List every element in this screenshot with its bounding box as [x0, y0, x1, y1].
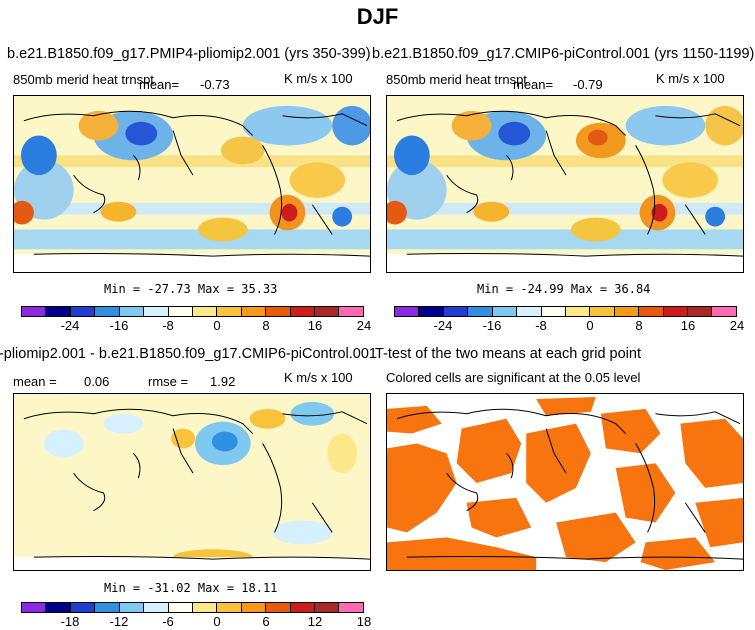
map-panel-bottom-left [13, 393, 371, 571]
mean-label-top-left: mean= [139, 77, 180, 92]
significance-map-bottom-right [387, 394, 743, 570]
colorbar-swatch [22, 307, 47, 316]
colorbar-tick: 0 [213, 318, 221, 333]
units-label-top-right: K m/s x 100 [656, 71, 725, 86]
colorbar-swatch [95, 307, 120, 316]
map-panel-bottom-right [386, 393, 744, 571]
colorbar-swatch [168, 307, 193, 316]
colorbar-swatch [241, 603, 267, 612]
colorbar-top-right [394, 306, 737, 317]
colorbar-swatch [315, 307, 340, 316]
minmax-top-left: Min = -27.73 Max = 35.33 [104, 282, 278, 296]
colorbar-tick: -16 [482, 318, 502, 333]
mean-value-top-right: -0.79 [573, 77, 603, 92]
panel-title-top-right: b.e21.B1850.f09_g17.CMIP6-piControl.001 … [372, 46, 755, 62]
colorbar-tick: 24 [356, 318, 372, 333]
map-field-bottom-left [14, 394, 370, 570]
colorbar-swatch [419, 307, 444, 316]
colorbar-swatch [168, 603, 193, 612]
colorbar-swatch [395, 307, 420, 316]
colorbar-tick: -8 [535, 318, 547, 333]
colorbar-swatch [144, 307, 169, 316]
colorbar-swatch [614, 307, 640, 316]
colorbar-swatch [517, 307, 542, 316]
colorbar-swatch [290, 307, 316, 316]
colorbar-swatch [339, 307, 363, 316]
colorbar-swatch [95, 603, 120, 612]
colorbar-swatch [70, 603, 96, 612]
colorbar-swatch [46, 307, 71, 316]
significance-cells [387, 396, 743, 570]
colorbar-tick: 16 [307, 318, 323, 333]
colorbar-swatch [443, 307, 469, 316]
rmse-label-bottom-left: rmse = [148, 374, 189, 389]
colorbar-tick: -6 [162, 614, 174, 629]
colorbar-swatch [217, 307, 242, 316]
mean-label-top-right: mean= [513, 77, 554, 92]
colorbar-swatch [22, 603, 47, 612]
colorbar-tick: -16 [109, 318, 129, 333]
panel-title-bottom-right: T-test of the two means at each grid poi… [375, 346, 641, 362]
minmax-top-right: Min = -24.99 Max = 36.84 [477, 282, 651, 296]
colorbar-top-left [21, 306, 364, 317]
map-field-top-left [14, 96, 370, 272]
colorbar-swatch [663, 307, 689, 316]
colorbar-swatch [46, 603, 71, 612]
colorbar-swatch [266, 307, 291, 316]
colorbar-swatch [315, 603, 340, 612]
colorbar-tick: -24 [433, 318, 453, 333]
colorbar-bottom-left [21, 602, 364, 613]
colorbar-tick: -8 [162, 318, 174, 333]
colorbar-tick: 24 [729, 318, 745, 333]
panel-subtitle-bottom-right: Colored cells are significant at the 0.0… [386, 370, 641, 385]
colorbar-swatch [119, 603, 145, 612]
variable-label-top-right: 850mb merid heat trnspt [386, 72, 527, 87]
season-title: DJF [356, 4, 399, 29]
colorbar-swatch [541, 307, 566, 316]
colorbar-tick: 16 [680, 318, 696, 333]
colorbar-tick: 0 [213, 614, 221, 629]
colorbar-swatch [639, 307, 664, 316]
mean-value-bottom-left: 0.06 [84, 374, 110, 389]
map-field-top-right [387, 96, 743, 272]
units-label-top-left: K m/s x 100 [284, 71, 353, 86]
colorbar-swatch [339, 603, 363, 612]
colorbar-swatch [192, 307, 218, 316]
colorbar-swatch [688, 307, 713, 316]
panel-title-top-left: b.e21.B1850.f09_g17.PMIP4-pliomip2.001 (… [7, 46, 371, 62]
colorbar-swatch [241, 307, 267, 316]
colorbar-tick: -24 [60, 318, 80, 333]
colorbar-swatch [712, 307, 736, 316]
colorbar-swatch [119, 307, 145, 316]
units-label-bottom-left: K m/s x 100 [284, 370, 353, 385]
mean-label-bottom-left: mean = [13, 374, 57, 389]
colorbar-swatch [192, 603, 218, 612]
minmax-bottom-left: Min = -31.02 Max = 18.11 [104, 581, 278, 595]
mean-value-top-left: -0.73 [200, 77, 230, 92]
variable-label-top-left: 850mb merid heat trnspt [13, 72, 154, 87]
panel-title-bottom-left: b.e21.B1850.f09_g17.PMIP4-pliomip2.001 -… [0, 346, 377, 362]
colorbar-swatch [468, 307, 493, 316]
colorbar-tick: 0 [586, 318, 594, 333]
colorbar-tick: 8 [635, 318, 643, 333]
colorbar-tick: 8 [262, 318, 270, 333]
colorbar-swatch [70, 307, 96, 316]
colorbar-swatch [290, 603, 316, 612]
colorbar-tick: -18 [60, 614, 80, 629]
colorbar-swatch [492, 307, 518, 316]
map-panel-top-right [386, 95, 744, 273]
colorbar-swatch [590, 307, 615, 316]
colorbar-tick: 12 [307, 614, 323, 629]
colorbar-swatch [565, 307, 591, 316]
colorbar-swatch [144, 603, 169, 612]
colorbar-swatch [266, 603, 291, 612]
colorbar-tick: 18 [356, 614, 372, 629]
map-panel-top-left [13, 95, 371, 273]
colorbar-swatch [217, 603, 242, 612]
rmse-value-bottom-left: 1.92 [210, 374, 236, 389]
colorbar-tick: -12 [109, 614, 129, 629]
colorbar-tick: 6 [262, 614, 270, 629]
